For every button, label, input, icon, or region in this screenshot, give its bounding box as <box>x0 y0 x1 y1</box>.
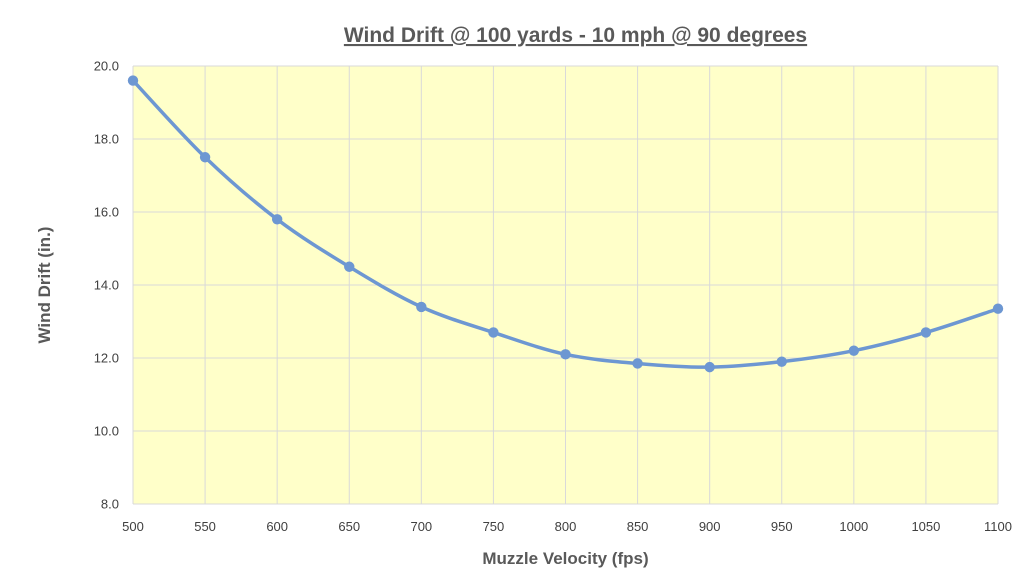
data-point <box>992 303 1004 314</box>
data-point <box>704 361 715 373</box>
series-layer <box>127 75 1004 373</box>
x-tick-label: 1000 <box>839 519 868 534</box>
chart-title: Wind Drift @ 100 yards - 10 mph @ 90 deg… <box>344 24 807 47</box>
data-point <box>920 327 932 338</box>
data-point <box>271 214 283 225</box>
grid-lines <box>132 65 999 505</box>
x-tick-label: 500 <box>122 519 144 534</box>
data-point <box>127 75 139 86</box>
y-tick-label: 10.0 <box>94 424 119 439</box>
y-tick-label: 12.0 <box>94 351 119 366</box>
x-axis-ticks: 500 550 600 650 700 750 800 850 900 950 1000 1050 11… <box>122 519 1012 534</box>
data-point <box>416 301 427 313</box>
y-axis-title: Wind Drift (in.) <box>35 227 54 344</box>
x-tick-label: 1100 <box>984 519 1012 534</box>
data-point <box>560 349 571 360</box>
x-tick-label: 750 <box>483 519 505 534</box>
y-tick-label: 20.0 <box>94 59 119 74</box>
data-point <box>848 345 860 356</box>
y-tick-label: 8.0 <box>101 497 119 512</box>
data-point <box>488 327 499 338</box>
x-tick-label: 800 <box>555 519 577 534</box>
x-tick-label: 1050 <box>911 519 940 534</box>
x-tick-label: 700 <box>410 519 432 534</box>
y-tick-label: 16.0 <box>94 205 119 220</box>
data-point <box>632 358 643 369</box>
x-tick-label: 650 <box>338 519 360 534</box>
x-tick-label: 950 <box>771 519 793 534</box>
x-tick-label: 600 <box>266 519 288 534</box>
y-tick-label: 14.0 <box>94 278 119 293</box>
x-tick-label: 850 <box>627 519 649 534</box>
data-point <box>776 356 787 367</box>
data-point <box>199 152 211 163</box>
y-tick-label: 18.0 <box>94 132 119 147</box>
x-axis-title: Muzzle Velocity (fps) <box>482 549 648 568</box>
data-point <box>344 261 355 272</box>
x-tick-label: 550 <box>194 519 216 534</box>
x-tick-label: 900 <box>699 519 721 534</box>
y-axis-ticks: 8.0 10.0 12.0 14.0 16.0 18.0 20.0 <box>94 59 119 512</box>
